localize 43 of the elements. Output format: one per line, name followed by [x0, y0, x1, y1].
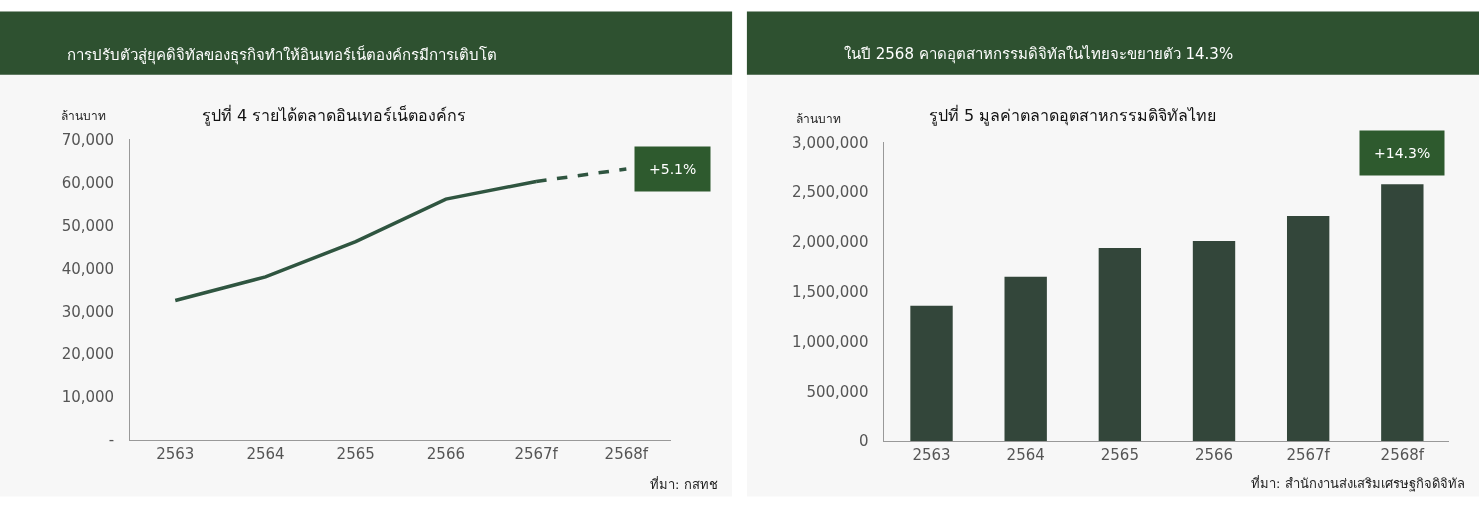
y-axis-title: ล้านบาท	[61, 109, 106, 123]
y-tick-label: 20,000	[61, 345, 115, 364]
bar	[1098, 247, 1142, 442]
x-tick-label: 2567f	[514, 445, 559, 464]
y-tick-label: 2,000,000	[792, 233, 869, 252]
chart-title: การปรับตัวสู่ยุคดิจิทัลของธุรกิจทำให้อินเทอร์เน็ตองค์กรมีการเติบโต	[67, 45, 497, 65]
bar	[1286, 216, 1330, 442]
x-tick-label: 2564	[1006, 446, 1045, 465]
x-tick-label: 2568f	[604, 445, 649, 464]
bar	[1004, 276, 1047, 442]
chart-subtitle: รูปที่ 5 มูลค่าตลาดอุตสาหกรรมดิจิทัลไทย	[929, 104, 1217, 126]
y-tick-label: -	[108, 431, 115, 450]
x-tick-label: 2568f	[1380, 446, 1425, 465]
y-tick-label: 500,000	[806, 382, 869, 401]
bar	[1192, 240, 1236, 442]
y-tick-label: 1,500,000	[792, 282, 869, 301]
x-tick-label: 2563	[912, 446, 951, 465]
chart-subtitle: รูปที่ 4 รายได้ตลาดอินเทอร์เน็ตองค์กร	[202, 104, 467, 126]
y-tick-label: 60,000	[61, 173, 115, 192]
y-tick-label: 30,000	[61, 302, 115, 321]
x-tick-label: 2566	[426, 445, 466, 464]
y-tick-label: 40,000	[61, 259, 115, 278]
text: ที่มา: กสทช	[650, 476, 718, 492]
x-tick-label: 2567f	[1286, 446, 1331, 465]
annotation: +5.1%	[649, 161, 697, 177]
y-tick-label: 0	[858, 432, 869, 451]
x-tick-label: 2563	[156, 445, 195, 464]
text: ที่มา: สำนักงานส่งเสริมเศรษฐกิจดิจิทัล	[1251, 475, 1465, 492]
annotation: +14.3%	[1374, 145, 1431, 161]
y-tick-label: 50,000	[61, 216, 115, 235]
x-tick-label: 2566	[1194, 446, 1234, 465]
y-tick-label: 2,500,000	[792, 183, 869, 202]
bar	[910, 305, 953, 442]
y-tick-label: 10,000	[61, 388, 115, 407]
chart-title: ในปี 2568 คาดอุตสาหกรรมดิจิทัลในไทยจะขยายตัว 14.3%	[844, 45, 1234, 64]
y-tick-label: 3,000,000	[792, 133, 869, 152]
y-tick-label: 1,000,000	[792, 332, 869, 351]
y-axis-title: ล้านบาท	[796, 112, 841, 126]
y-tick-label: 70,000	[61, 130, 115, 149]
x-tick-label: 2565	[336, 445, 375, 464]
bar	[1381, 184, 1424, 442]
x-tick-label: 2564	[246, 445, 285, 464]
x-tick-label: 2565	[1100, 446, 1139, 465]
